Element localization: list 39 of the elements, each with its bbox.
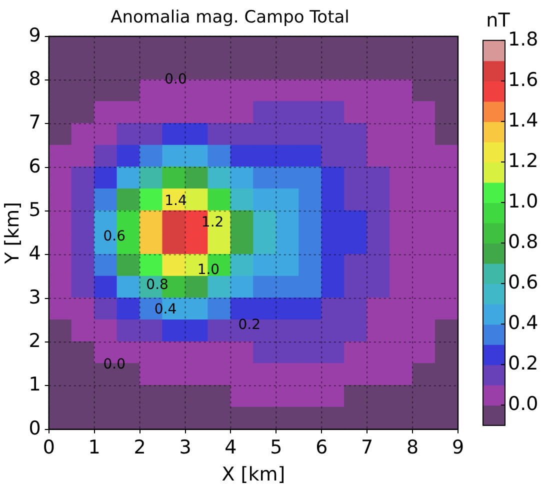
x-tick-label: 4 xyxy=(224,436,237,459)
y-tick-label: 8 xyxy=(28,68,41,90)
chart-title: Anomalia mag. Campo Total xyxy=(110,8,350,28)
y-tick-label: 4 xyxy=(28,242,41,265)
x-tick-label: 1 xyxy=(88,436,100,459)
color-bar-label: 1.0 xyxy=(508,190,538,212)
y-tick-label: 0 xyxy=(28,417,41,440)
x-tick-label: 3 xyxy=(179,436,192,459)
color-bar-label: 1.2 xyxy=(508,150,538,172)
color-bar-label: 0.4 xyxy=(508,312,538,334)
color-bar-label: 0.0 xyxy=(508,393,538,416)
annotation: 1.4 xyxy=(164,193,187,210)
y-tick-label: 3 xyxy=(28,286,41,308)
x-tick-label: 0 xyxy=(42,436,55,459)
y-tick-label: 5 xyxy=(28,199,41,222)
x-axis-title: X [km] xyxy=(222,464,286,486)
annotation: 0.0 xyxy=(164,71,187,88)
annotation: 0.2 xyxy=(238,316,260,333)
annotation: 0.0 xyxy=(103,356,126,373)
y-tick-label: 7 xyxy=(28,112,41,134)
y-tick-label: 2 xyxy=(28,330,41,352)
color-bar-title: nT xyxy=(486,9,510,32)
y-tick-label: 1 xyxy=(28,374,41,396)
color-bar-label: 1.4 xyxy=(508,109,538,132)
color-bar-label: 1.6 xyxy=(508,68,538,91)
x-tick-label: 9 xyxy=(452,436,464,459)
x-tick-label: 8 xyxy=(406,436,419,459)
y-tick-label: 9 xyxy=(28,24,41,46)
x-tick-label: 6 xyxy=(316,436,328,459)
color-bar-label: 0.2 xyxy=(508,352,538,375)
x-tick-label: 2 xyxy=(134,436,146,459)
color-bar-label: 0.8 xyxy=(508,230,538,253)
y-tick-label: 6 xyxy=(28,155,41,178)
x-tick-label: 7 xyxy=(361,436,374,459)
y-axis-title: Y [km] xyxy=(1,202,24,265)
annotation: 0.4 xyxy=(154,302,177,318)
color-bar-label: 1.8 xyxy=(508,28,538,50)
color-bar-label: 0.6 xyxy=(508,271,538,294)
x-tick-label: 5 xyxy=(270,436,282,459)
